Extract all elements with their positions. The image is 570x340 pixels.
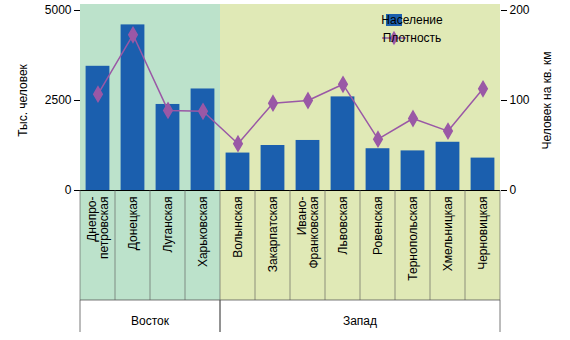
svg-text:Донецкая: Донецкая [126, 197, 140, 251]
svg-text:Черновицкая: Черновицкая [476, 197, 490, 270]
svg-text:100: 100 [510, 93, 530, 107]
svg-text:Хмельницкая: Хмельницкая [441, 197, 455, 272]
svg-text:200: 200 [510, 3, 530, 17]
svg-text:0: 0 [65, 183, 72, 197]
svg-text:0: 0 [510, 183, 517, 197]
svg-text:Днепро-петровская: Днепро-петровская [85, 197, 111, 260]
svg-text:Тернопольская: Тернопольская [406, 197, 420, 281]
svg-text:Тыс. человек: Тыс. человек [16, 63, 30, 136]
svg-text:5000: 5000 [45, 3, 72, 17]
svg-text:Закарпатская: Закарпатская [266, 197, 280, 273]
svg-text:Львовская: Львовская [336, 197, 350, 255]
svg-text:2500: 2500 [45, 93, 72, 107]
svg-text:Запад: Запад [343, 314, 377, 328]
svg-text:Восток: Восток [131, 314, 170, 328]
svg-text:Человек на кв. км: Человек на кв. км [540, 51, 554, 149]
svg-text:Плотность: Плотность [383, 31, 442, 45]
svg-text:Население: Население [381, 13, 443, 27]
svg-text:Харьковская: Харьковская [196, 197, 210, 268]
svg-text:Ивано-Франковская: Ивано-Франковская [295, 197, 321, 269]
svg-text:Ровенская: Ровенская [371, 197, 385, 255]
svg-text:Луганская: Луганская [161, 197, 175, 253]
svg-text:Волынская: Волынская [231, 197, 245, 258]
